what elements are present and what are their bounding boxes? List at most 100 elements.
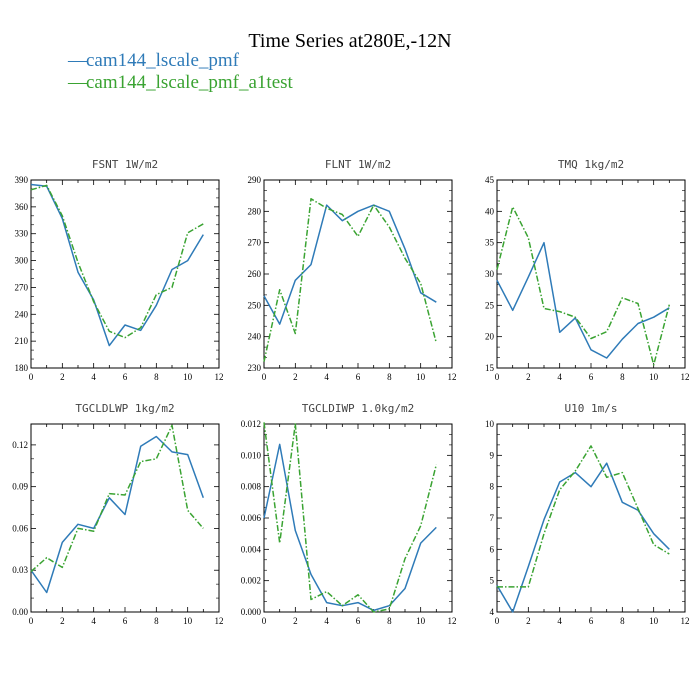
panel-2-ytick-label: 260 [248, 269, 262, 279]
panel-4-title: TGCLDLWP 1kg/m2 [75, 402, 174, 415]
panel-3-title: TMQ 1kg/m2 [558, 158, 624, 171]
panel-5-series-1-line [263, 443, 437, 612]
panel-1-ytick-label: 360 [15, 202, 29, 212]
panel-1-ytick-label: 270 [15, 282, 29, 292]
panel-2-ytick-label: 240 [248, 332, 262, 342]
panel-5-ytick-label: 0.006 [241, 513, 262, 523]
panel-4-frame [30, 423, 220, 613]
panel-4-ytick-label: 0.00 [12, 607, 28, 617]
panel-2-frame [263, 179, 453, 369]
panel-4-xtick-label: 10 [183, 616, 193, 626]
panel-2-series-1-line [263, 204, 437, 325]
panel-1-frame [30, 179, 220, 369]
panel-4-ytick-label: 0.06 [12, 523, 28, 533]
panel-6-xtick-label: 10 [649, 616, 659, 626]
panel-6-xtick-label: 6 [589, 616, 594, 626]
panel-3-xtick-label: 4 [557, 372, 562, 382]
panel-5-ytick-label: 0.000 [241, 607, 262, 617]
panel-4-ytick-label: 0.03 [12, 565, 28, 575]
panel-2-ytick-label: 230 [248, 363, 262, 373]
panel-5-frame [263, 423, 453, 613]
panel-6-ytick-label: 8 [490, 482, 495, 492]
panel-5-xtick-label: 12 [448, 616, 457, 626]
panel-5-xtick-label: 10 [416, 616, 426, 626]
panel-1-ytick-label: 180 [15, 363, 29, 373]
panel-5-ytick-label: 0.004 [241, 544, 262, 554]
panel-6-xtick-label: 4 [557, 616, 562, 626]
panel-3-ytick-label: 40 [485, 206, 495, 216]
panel-5-ytick-label: 0.002 [241, 576, 261, 586]
panel-6-frame [496, 423, 686, 613]
panel-3-ytick-label: 15 [485, 363, 495, 373]
panel-5-ytick-label: 0.008 [241, 482, 262, 492]
panel-2-ytick-label: 280 [248, 206, 262, 216]
legend-dash-1: — [68, 50, 87, 71]
panel-1-xtick-label: 4 [91, 372, 96, 382]
panel-1-xtick-label: 0 [29, 372, 34, 382]
panel-3-xtick-label: 12 [681, 372, 690, 382]
panel-1-ytick-label: 240 [15, 309, 29, 319]
panel-4-ytick-label: 0.09 [12, 482, 28, 492]
panel-6-xtick-label: 8 [620, 616, 625, 626]
panel-6-ytick-label: 10 [485, 419, 495, 429]
legend-label-1: cam144_lscale_pmf [86, 50, 240, 71]
panel-5-xtick-label: 0 [262, 616, 267, 626]
panel-2-xtick-label: 6 [356, 372, 361, 382]
panel-5-ytick-label: 0.012 [241, 419, 261, 429]
panel-3-xtick-label: 2 [526, 372, 531, 382]
panel-3-xtick-label: 6 [589, 372, 594, 382]
panel-2-xtick-label: 4 [324, 372, 329, 382]
panel-4-xtick-label: 12 [215, 616, 224, 626]
legend: —cam144_lscale_pmf —cam144_lscale_pmf_a1… [68, 50, 293, 94]
panel-6-ytick-label: 6 [490, 544, 495, 554]
panel-2-xtick-label: 12 [448, 372, 457, 382]
panel-5-xtick-label: 2 [293, 616, 298, 626]
panel-3-ytick-label: 25 [485, 300, 495, 310]
panel-4-ytick-label: 0.12 [12, 440, 28, 450]
panel-4-xtick-label: 2 [60, 616, 65, 626]
panel-2-series-2-line [263, 198, 438, 362]
panel-1-ytick-label: 330 [15, 229, 29, 239]
panel-6-xtick-label: 0 [495, 616, 500, 626]
panel-5-series-2-line [263, 422, 438, 613]
legend-label-2: cam144_lscale_pmf_a1test [86, 72, 293, 93]
panel-1-ytick-label: 210 [15, 336, 29, 346]
panel-2-ytick-label: 270 [248, 238, 262, 248]
panel-6-ytick-label: 5 [490, 576, 495, 586]
panel-3-xtick-label: 10 [649, 372, 659, 382]
panel-5-xtick-label: 8 [387, 616, 392, 626]
panel-5-xtick-label: 6 [356, 616, 361, 626]
panel-1-series-1-line [30, 183, 204, 347]
panel-2-xtick-label: 10 [416, 372, 426, 382]
panel-1-xtick-label: 10 [183, 372, 193, 382]
panel-2-title: FLNT 1W/m2 [325, 158, 391, 171]
panel-4-xtick-label: 6 [123, 616, 128, 626]
panel-6-ytick-label: 4 [490, 607, 495, 617]
panel-2-xtick-label: 8 [387, 372, 392, 382]
panel-3-xtick-label: 8 [620, 372, 625, 382]
panel-4-series-2-line [30, 424, 204, 573]
panel-5-xtick-label: 4 [324, 616, 329, 626]
panel-3-frame [496, 179, 686, 369]
panel-5-title: TGCLDIWP 1.0kg/m2 [302, 402, 415, 415]
panel-6-title: U10 1m/s [565, 402, 618, 415]
panel-3-series-1-line [496, 241, 670, 359]
panel-6-xtick-label: 12 [681, 616, 690, 626]
panel-3-series-2-line [496, 206, 671, 366]
panel-1-xtick-label: 2 [60, 372, 65, 382]
panel-4-xtick-label: 0 [29, 616, 34, 626]
panel-2-xtick-label: 0 [262, 372, 267, 382]
panel-2-xtick-label: 2 [293, 372, 298, 382]
legend-entry-1: —cam144_lscale_pmf [68, 50, 293, 72]
panel-6-ytick-label: 9 [490, 450, 495, 460]
panel-5-ytick-label: 0.010 [241, 450, 262, 460]
panel-2-ytick-label: 290 [248, 175, 262, 185]
panel-3-xtick-label: 0 [495, 372, 500, 382]
legend-dash-2: — [68, 72, 87, 93]
panel-4-series-1-line [30, 435, 205, 594]
panel-2-ytick-label: 250 [248, 300, 262, 310]
panel-3-ytick-label: 45 [485, 175, 495, 185]
panel-3-ytick-label: 35 [485, 238, 495, 248]
panel-3-ytick-label: 20 [485, 332, 495, 342]
panel-1-xtick-label: 8 [154, 372, 159, 382]
